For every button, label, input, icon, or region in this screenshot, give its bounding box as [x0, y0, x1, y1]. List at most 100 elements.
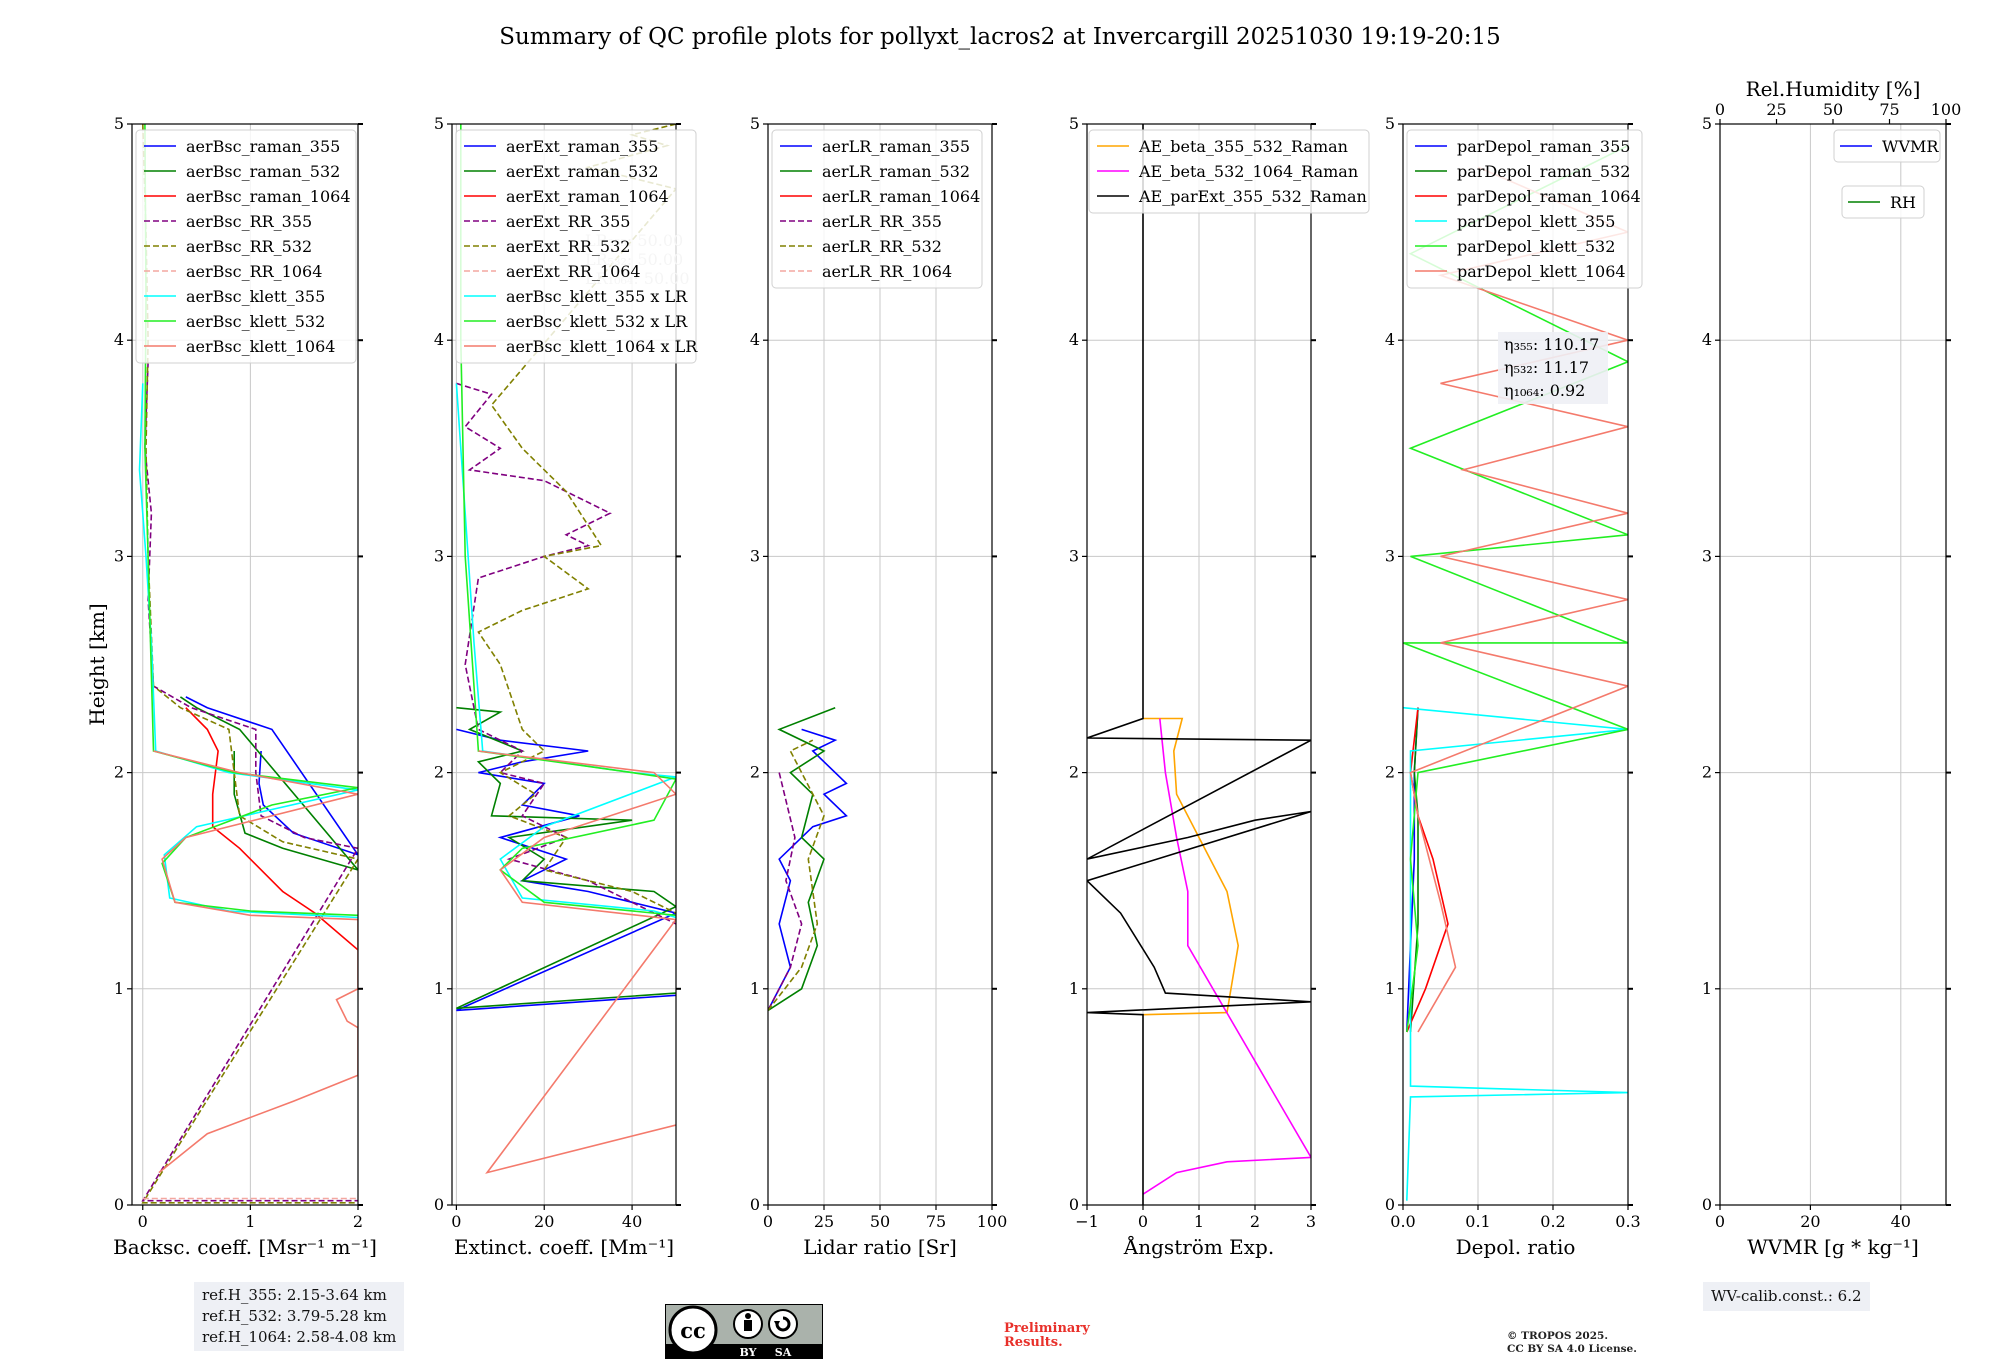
x-tick-label: 3 — [1306, 1212, 1316, 1231]
copyright-note: © TROPOS 2025. CC BY SA 4.0 License. — [1507, 1330, 1637, 1356]
y-tick-label: 0 — [1385, 1195, 1395, 1214]
y-tick-label: 0 — [750, 1195, 760, 1214]
preliminary-line-1: Preliminary — [1004, 1321, 1090, 1336]
panel-depol: 0 1 2 3 4 5 0.0 0.1 0.2 0.3 Depol. ratio parDepol_r… — [1385, 114, 1643, 1259]
legend-box — [1833, 129, 1941, 163]
legend-entry: aerExt_RR_532 — [506, 237, 630, 256]
series-line-aerBsc-klett-532-x-LR — [460, 124, 676, 917]
series-line-aerBsc-klett-355-x-LR — [455, 383, 676, 919]
legend-entry: aerBsc_RR_532 — [186, 237, 312, 256]
svg-text:cc: cc — [680, 1318, 706, 1343]
panel-bsc: 0 1 2 3 4 5 0 1 2 Backsc. coeff. [Msr⁻¹ m⁻¹] Heigh… — [85, 114, 377, 1259]
legend-entry: aerBsc_klett_532 — [186, 312, 325, 331]
y-tick-label: 1 — [434, 979, 444, 998]
x-tick-label: 100 — [977, 1212, 1008, 1231]
legend-entry: WVMR — [1882, 137, 1939, 156]
x-tick-label: 40 — [1891, 1212, 1911, 1231]
copyright-line-2: CC BY SA 4.0 License. — [1507, 1343, 1637, 1355]
series-line-parDepol-klett-355 — [1403, 706, 1628, 1201]
series-line-aerBsc-klett-355 — [138, 383, 358, 919]
series-line-aerLR-raman-355 — [768, 728, 848, 1011]
legend-entry: aerBsc_raman_355 — [186, 137, 340, 156]
legend-entry: parDepol_klett_1064 — [1457, 262, 1626, 281]
axes-frame — [131, 123, 359, 1206]
legend-entry: AE_parExt_355_532_Raman — [1138, 187, 1367, 206]
x-tick-label: −1 — [1075, 1212, 1099, 1231]
cc-sa-label: SA — [775, 1346, 792, 1359]
y-tick-label: 2 — [1702, 763, 1712, 782]
top-x-tick-label: 75 — [1879, 100, 1899, 119]
y-tick-label: 1 — [1385, 979, 1395, 998]
legend-entry: aerLR_RR_532 — [822, 237, 942, 256]
x-tick-label: 0 — [1715, 1212, 1725, 1231]
legend-entry: aerBsc_raman_1064 — [186, 187, 351, 206]
series-line-AE-beta-355-532-Raman — [1142, 717, 1240, 1016]
y-tick-label: 3 — [1702, 546, 1712, 565]
series-group — [455, 124, 676, 1174]
x-tick-label: 20 — [1800, 1212, 1820, 1231]
y-tick-label: 3 — [434, 546, 444, 565]
y-tick-label: 3 — [1385, 546, 1395, 565]
series-line-aerBsc-raman-532 — [179, 696, 358, 871]
y-tick-label: 1 — [1069, 979, 1079, 998]
y-tick-label: 0 — [114, 1195, 124, 1214]
x-axis-label: Extinct. coeff. [Mm⁻¹] — [454, 1235, 674, 1259]
top-axis-label: Rel.Humidity [%] — [1746, 77, 1921, 101]
axes-frame — [1402, 123, 1629, 1206]
y-tick-label: 0 — [1702, 1195, 1712, 1214]
series-line-aerBsc-klett-1064-x-LR — [478, 750, 676, 1174]
legend-entry: aerBsc_raman_532 — [186, 162, 340, 181]
preliminary-results-note: Preliminary Results. — [1004, 1322, 1090, 1350]
legend-entry: aerExt_raman_532 — [506, 162, 659, 181]
series-line-aerExt-RR-355 — [456, 382, 676, 925]
x-tick-label: 25 — [814, 1212, 834, 1231]
x-tick-label: 0.2 — [1540, 1212, 1565, 1231]
preliminary-line-2: Results. — [1004, 1335, 1063, 1350]
series-line-parDepol-klett-1064 — [1409, 166, 1628, 1033]
x-tick-label: 0 — [763, 1212, 773, 1231]
y-tick-label: 4 — [114, 330, 124, 349]
y-tick-label: 3 — [114, 546, 124, 565]
legend-entry: parDepol_raman_1064 — [1457, 187, 1641, 206]
series-line-AE-parExt-355-532-Raman — [1087, 124, 1311, 1205]
x-tick-label: 0.3 — [1615, 1212, 1640, 1231]
y-tick-label: 2 — [750, 763, 760, 782]
series-line-aerLR-raman-532 — [768, 706, 836, 1012]
y-tick-label: 5 — [1702, 114, 1712, 133]
y-tick-label: 2 — [1069, 763, 1079, 782]
y-tick-label: 5 — [1069, 114, 1079, 133]
x-axis-label: Depol. ratio — [1456, 1235, 1576, 1259]
axes-frame — [451, 123, 677, 1206]
series-line-aerLR-RR-355 — [768, 772, 803, 1011]
x-tick-label: 1 — [245, 1212, 255, 1231]
x-axis-label: Lidar ratio [Sr] — [803, 1235, 957, 1259]
cc-license-badge: cc BY SA — [665, 1304, 823, 1359]
legend-box — [455, 129, 697, 364]
legend-box — [771, 129, 983, 289]
series-line-aerBsc-RR-355 — [141, 361, 358, 1202]
wv-calibration-constant: WV-calib.const.: 6.2 — [1711, 1287, 1862, 1305]
y-tick-label: 1 — [114, 979, 124, 998]
y-tick-label: 0 — [1069, 1195, 1079, 1214]
x-tick-label: 0.1 — [1465, 1212, 1490, 1231]
y-tick-label: 2 — [1385, 763, 1395, 782]
top-x-tick-label: 25 — [1766, 100, 1786, 119]
series-group — [1087, 124, 1311, 1205]
x-tick-label: 1 — [1194, 1212, 1204, 1231]
y-axis-label: Height [km] — [85, 603, 109, 725]
legend-entry: parDepol_raman_355 — [1457, 137, 1630, 156]
series-line-aerExt-raman-532 — [456, 706, 676, 1010]
axes-frame — [1719, 123, 1947, 1206]
series-line-AE-beta-532-1064-Raman — [1142, 718, 1311, 1195]
x-tick-label: 2 — [353, 1212, 363, 1231]
x-tick-label: 50 — [870, 1212, 890, 1231]
legend-entry: parDepol_raman_532 — [1457, 162, 1630, 181]
x-axis-label: WVMR [g * kg⁻¹] — [1747, 1235, 1919, 1259]
legend-entry: aerBsc_RR_1064 — [186, 262, 322, 281]
series-group — [1403, 144, 1628, 1201]
